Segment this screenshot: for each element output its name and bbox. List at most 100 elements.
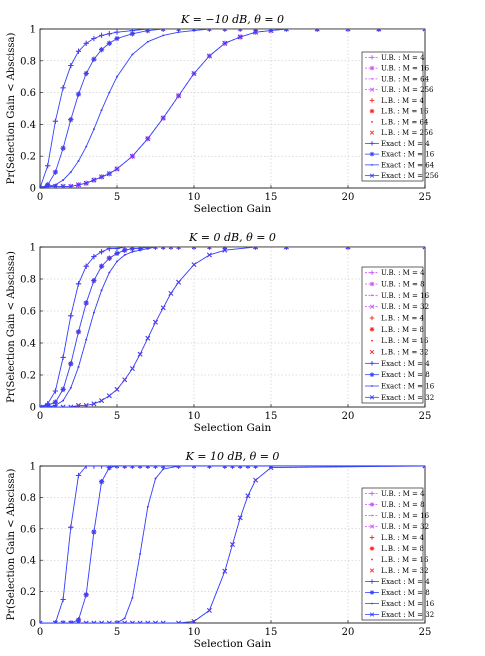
data-point <box>152 466 159 469</box>
data-point <box>83 300 89 306</box>
legend-item: L.B. : M = 8 <box>365 326 424 334</box>
legend-marker <box>369 281 375 287</box>
data-point <box>253 29 259 32</box>
legend-box <box>361 266 424 404</box>
data-point <box>52 169 58 175</box>
legend-marker <box>369 65 375 71</box>
x-tick-label: 10 <box>188 192 201 203</box>
data-point <box>122 377 128 383</box>
series-10 <box>40 29 425 188</box>
data-point <box>108 271 111 274</box>
data-point <box>208 29 211 30</box>
legend-label: U.B. : M = 64 <box>381 75 430 83</box>
data-point <box>193 247 195 248</box>
legend-marker <box>369 327 375 332</box>
legend-item: L.B. : M = 4 <box>365 97 425 105</box>
data-point <box>168 291 174 296</box>
data-point <box>176 620 181 623</box>
legend-item: L.B. : M = 16 <box>365 108 429 116</box>
chart-title: K = 10 dB, θ = 0 <box>185 450 280 463</box>
legend-marker <box>369 55 375 60</box>
legend-item: L.B. : M = 16 <box>365 337 429 345</box>
data-point <box>176 29 182 32</box>
data-point <box>99 263 105 269</box>
data-point <box>245 493 251 499</box>
data-point <box>68 620 74 623</box>
data-point <box>254 466 257 467</box>
data-point <box>76 403 81 407</box>
legend-item: U.B. : M = 16 <box>365 512 430 520</box>
legend-marker <box>369 372 375 377</box>
legend-item: U.B. : M = 8 <box>365 281 425 289</box>
series-12 <box>40 247 425 407</box>
legend-marker <box>369 141 375 146</box>
x-axis-label: Selection Gain <box>194 203 272 215</box>
legend-marker <box>369 395 375 400</box>
data-point <box>193 29 195 32</box>
data-point <box>253 247 258 250</box>
data-point <box>137 351 143 357</box>
data-point <box>145 136 151 142</box>
data-point <box>93 311 95 314</box>
legend-label: L.B. : M = 32 <box>381 567 428 575</box>
legend-label: U.B. : M = 8 <box>381 501 425 509</box>
legend-marker <box>369 130 375 135</box>
data-point <box>154 247 157 248</box>
series-line <box>40 466 425 623</box>
legend-marker <box>371 558 373 561</box>
series-line <box>40 29 425 188</box>
legend-item: Exact : M = 16 <box>365 383 435 391</box>
legend-label: Exact : M = 32 <box>381 394 434 402</box>
data-point <box>191 619 197 623</box>
data-point <box>114 387 120 392</box>
data-point <box>77 160 80 162</box>
legend-item: L.B. : M = 4 <box>365 315 425 323</box>
legend: U.B. : M = 4 U.B. : M = 16 U.B. : M = 64 U.… <box>361 51 439 182</box>
chart-title: K = −10 dB, θ = 0 <box>180 13 284 26</box>
data-point <box>206 247 212 250</box>
data-point <box>222 247 228 250</box>
legend-label: U.B. : M = 4 <box>381 54 425 62</box>
legend-box <box>361 51 424 182</box>
data-point <box>160 29 166 32</box>
data-point <box>139 553 142 555</box>
data-point <box>40 404 43 407</box>
data-point <box>116 260 118 263</box>
legend-label: U.B. : M = 16 <box>381 512 430 520</box>
data-point <box>162 247 165 248</box>
data-point <box>176 466 182 469</box>
legend-marker <box>369 502 375 507</box>
data-point <box>60 404 66 407</box>
y-tick-label: 0 <box>30 619 36 630</box>
data-point <box>75 281 82 287</box>
y-axis-label: Pr(Selection Gain < Abscissa) <box>6 33 17 185</box>
data-point <box>75 48 82 54</box>
y-tick-label: 0.2 <box>20 587 36 598</box>
data-point <box>99 479 105 485</box>
legend-label: Exact : M = 16 <box>381 600 435 608</box>
legend-label: Exact : M = 8 <box>381 589 430 597</box>
legend-marker <box>371 163 373 166</box>
data-point <box>191 262 197 267</box>
legend-item: U.B. : M = 256 <box>365 86 434 94</box>
data-point <box>45 184 51 188</box>
legend-item: L.B. : M = 32 <box>365 349 428 357</box>
legend-item: Exact : M = 8 <box>365 589 430 597</box>
x-tick-label: 5 <box>114 627 120 638</box>
data-point <box>168 247 174 250</box>
legend-item: Exact : M = 4 <box>365 140 430 148</box>
legend-marker <box>369 568 375 573</box>
legend-label: U.B. : M = 16 <box>381 65 430 73</box>
data-point <box>176 247 182 250</box>
legend-label: L.B. : M = 16 <box>381 337 429 345</box>
x-axis-label: Selection Gain <box>194 638 272 650</box>
data-point <box>247 466 249 467</box>
legend-label: U.B. : M = 256 <box>381 86 434 94</box>
data-point <box>345 29 351 32</box>
data-point <box>153 620 158 623</box>
data-point <box>62 179 64 181</box>
series-12 <box>40 466 425 623</box>
legend-item: U.B. : M = 8 <box>365 501 425 509</box>
y-axis-label: Pr(Selection Gain < Abscissa) <box>6 251 17 403</box>
data-point <box>223 247 226 248</box>
